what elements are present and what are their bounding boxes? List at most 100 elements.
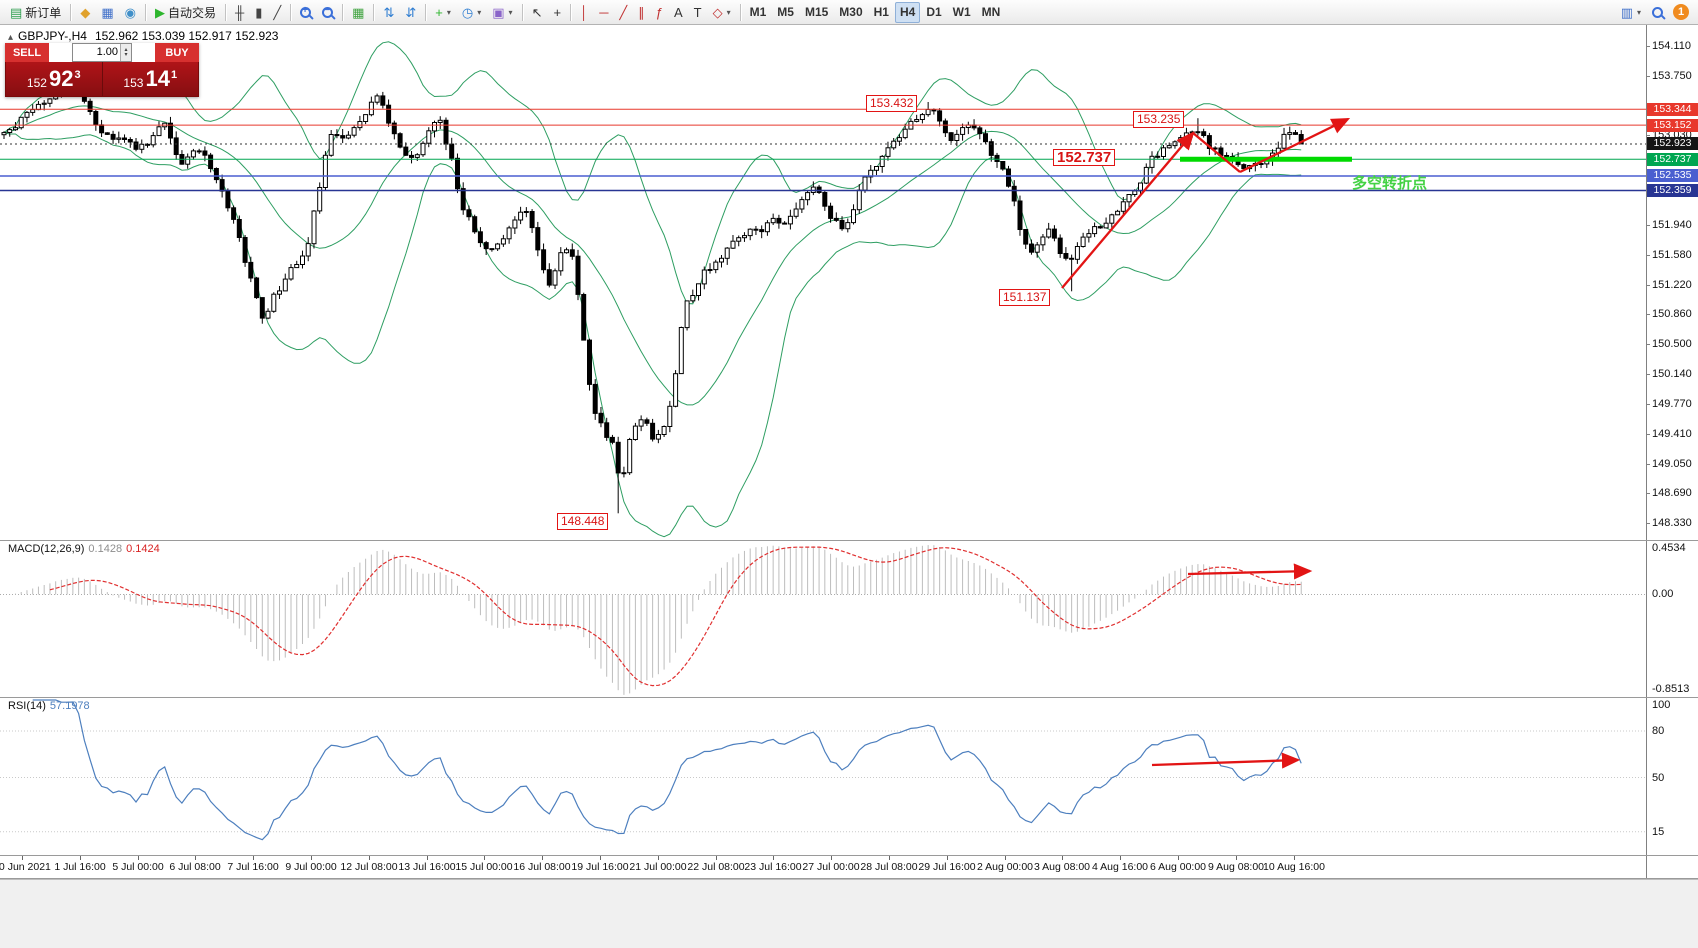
shapes-icon[interactable]: ◇ ▾ <box>708 2 736 23</box>
search-icon[interactable] <box>1647 2 1668 23</box>
trendline-icon[interactable]: ╱ <box>614 2 632 23</box>
candle-body <box>18 116 24 129</box>
notification-badge[interactable]: 1 <box>1673 4 1689 20</box>
macd-name: MACD(12,26,9) <box>8 543 85 555</box>
candle-body <box>414 154 420 158</box>
candle-body <box>1126 194 1132 203</box>
candle-body <box>713 261 719 271</box>
auto-trading-button[interactable]: ▶ 自动交易 <box>150 2 221 23</box>
candle-body <box>1132 190 1138 195</box>
candle-body <box>225 190 231 209</box>
buy-button[interactable]: 153 14 1 <box>103 62 199 96</box>
zoom-in-icon[interactable] <box>295 2 316 23</box>
dropdown-caret-icon[interactable]: ▾ <box>726 7 731 17</box>
dropdown-caret-icon[interactable]: ▾ <box>1636 7 1641 17</box>
periods-icon[interactable]: ◷ ▾ <box>457 2 486 23</box>
candlestick-chart-icon[interactable]: ▮ <box>250 2 267 23</box>
volume-spinner[interactable]: ▴ ▾ <box>120 44 131 61</box>
volume-input[interactable]: 1.00 ▴ ▾ <box>72 43 132 62</box>
vertical-line-icon[interactable]: │ <box>575 2 593 23</box>
channel-icon-glyph: ∥ <box>638 4 645 20</box>
toolbar-separator <box>144 3 146 21</box>
market-watch-icon[interactable]: ◆ <box>75 2 95 23</box>
buy-price-sup: 1 <box>170 69 178 81</box>
candle-body <box>282 278 288 292</box>
candle-body <box>173 137 179 155</box>
bar-chart-icon[interactable]: ╫ <box>230 2 249 23</box>
candle-body <box>736 237 742 242</box>
candle-body <box>1149 155 1155 168</box>
candle-body <box>730 240 736 249</box>
candle-body <box>770 217 776 224</box>
candle-body <box>799 199 805 210</box>
add-indicator-icon[interactable]: + ▾ <box>430 2 456 23</box>
tf-h1-button[interactable]: H1 <box>869 2 894 23</box>
data-window-icon[interactable]: ▦ <box>96 2 118 23</box>
new-chart-icon[interactable]: ▥ ▾ <box>1616 2 1646 23</box>
candle-body <box>1281 133 1287 149</box>
fibonacci-icon[interactable]: ƒ <box>651 2 668 23</box>
candle-body <box>93 111 99 126</box>
cursor-icon[interactable]: ↖ <box>527 2 548 23</box>
sell-button[interactable]: 152 92 3 <box>6 62 102 96</box>
sell-button-label[interactable]: SELL <box>5 43 49 62</box>
navigator-icon[interactable]: ◉ <box>120 2 141 23</box>
text-icon[interactable]: A <box>669 2 688 23</box>
dropdown-caret-icon[interactable]: ▾ <box>446 7 451 17</box>
candle-body <box>87 100 93 113</box>
candle-body <box>311 210 317 245</box>
trend-arrow[interactable] <box>1151 752 1301 769</box>
candle-body <box>1097 226 1103 229</box>
zoom-out-icon[interactable] <box>317 2 338 23</box>
dropdown-caret-icon[interactable]: ▾ <box>477 7 482 17</box>
candle-body <box>954 133 960 141</box>
indicators-list-icon[interactable]: ⇅ <box>378 2 399 23</box>
channel-icon[interactable]: ∥ <box>633 2 650 23</box>
candle-body <box>655 434 661 440</box>
templates-icon-glyph: ▣ <box>492 4 505 20</box>
line-chart-icon[interactable]: ╱ <box>268 2 286 23</box>
spinner-up-icon[interactable]: ▴ <box>124 46 128 53</box>
candle-body <box>994 154 1000 162</box>
bollinger-lower-band <box>3 132 1302 538</box>
one-click-toggle-icon[interactable]: ▴ <box>8 32 14 43</box>
horizontal-line-icon[interactable]: ─ <box>594 2 613 23</box>
candle-body <box>483 242 489 250</box>
candle-body <box>213 168 219 181</box>
tf-m5-button[interactable]: M5 <box>772 2 799 23</box>
templates-icon[interactable]: ▣ ▾ <box>487 2 517 23</box>
candle-body <box>116 137 122 140</box>
candle-body <box>443 119 449 145</box>
trend-arrow[interactable] <box>1061 131 1195 289</box>
candle-body <box>403 146 409 156</box>
price-chart <box>0 41 1646 538</box>
macd-scale-zero: 0.00 <box>1652 588 1674 600</box>
indicators-window-icon[interactable]: ⇵ <box>400 2 421 23</box>
candle-body <box>110 133 116 140</box>
buy-button-label[interactable]: BUY <box>155 43 199 62</box>
candle-body <box>185 156 191 165</box>
trend-arrow[interactable] <box>1192 132 1241 173</box>
toolbar-separator <box>521 3 523 21</box>
candle-body <box>1241 164 1247 170</box>
trend-arrow[interactable] <box>1239 117 1351 174</box>
tf-m30-button[interactable]: M30 <box>834 2 867 23</box>
spinner-down-icon[interactable]: ▾ <box>124 51 128 58</box>
label-icon[interactable]: T <box>689 2 707 23</box>
tf-h4-button[interactable]: H4 <box>894 1 921 23</box>
tf-m15-button[interactable]: M15 <box>800 2 833 23</box>
tf-mn-button[interactable]: MN <box>977 2 1006 23</box>
tf-m1-button[interactable]: M1 <box>745 2 772 23</box>
tile-windows-icon[interactable]: ▦ <box>347 2 369 23</box>
dropdown-caret-icon[interactable]: ▾ <box>508 7 513 17</box>
drawings <box>1061 117 1351 769</box>
panel-separator-macd[interactable] <box>0 540 1698 541</box>
trend-arrow[interactable] <box>1187 563 1313 580</box>
tf-w1-button[interactable]: W1 <box>948 2 976 23</box>
crosshair-icon[interactable]: + <box>548 2 566 23</box>
tf-d1-button[interactable]: D1 <box>921 2 946 23</box>
panel-separator-rsi[interactable] <box>0 697 1698 698</box>
candle-body <box>1086 233 1092 238</box>
new-order-button[interactable]: ▤ 新订单 <box>5 2 66 23</box>
